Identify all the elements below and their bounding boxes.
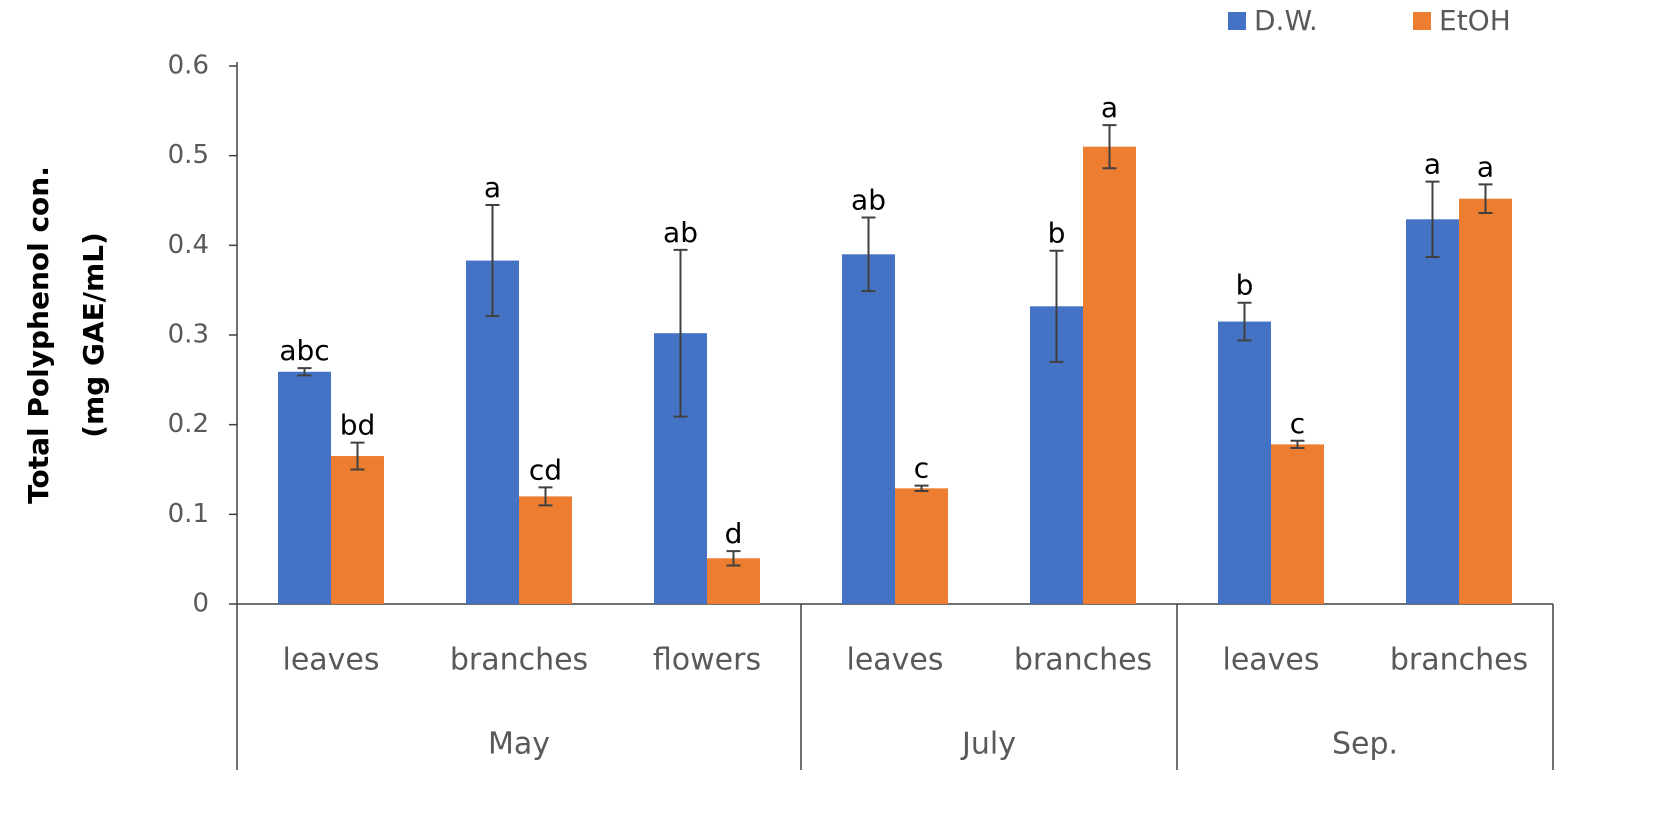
- bar: [1459, 198, 1512, 604]
- y-tick-label: 0.4: [168, 230, 209, 260]
- significance-letter: c: [914, 452, 929, 485]
- x-tick-label: branches: [1014, 643, 1152, 678]
- error-bar: [1478, 183, 1493, 215]
- significance-letter: b: [1048, 217, 1066, 250]
- error-bar: [1237, 301, 1252, 342]
- x-tick-label: leaves: [282, 643, 379, 678]
- x-tick-label: branches: [450, 643, 588, 678]
- significance-letter: c: [1290, 407, 1305, 440]
- bar: [1406, 219, 1459, 604]
- bar: [1271, 444, 1324, 604]
- legend-swatch: [1228, 12, 1246, 30]
- significance-letter: b: [1236, 269, 1254, 302]
- significance-letter: d: [725, 517, 743, 550]
- legend-label: EtOH: [1439, 4, 1511, 37]
- error-bar: [297, 367, 312, 377]
- bar: [1083, 146, 1136, 604]
- x-tick-label: leaves: [1222, 643, 1319, 678]
- error-bar: [1102, 124, 1117, 170]
- significance-letter: cd: [529, 453, 562, 486]
- y-axis-title: (mg GAE/mL): [77, 232, 110, 438]
- group-label: May: [488, 727, 550, 762]
- y-tick-label: 0.6: [168, 51, 209, 81]
- significance-letter: ab: [851, 184, 886, 217]
- legend-label: D.W.: [1254, 4, 1318, 37]
- error-bar: [538, 486, 553, 507]
- legend-swatch: [1413, 12, 1431, 30]
- group-label: Sep.: [1332, 727, 1398, 762]
- error-bar: [861, 216, 876, 293]
- error-bar: [914, 484, 929, 493]
- y-tick-label: 0.1: [168, 499, 209, 529]
- significance-letter: ab: [663, 216, 698, 249]
- error-bar: [485, 203, 500, 318]
- error-bar: [673, 248, 688, 418]
- bar: [331, 456, 384, 604]
- y-tick-label: 0: [192, 589, 209, 619]
- error-bar: [726, 550, 741, 567]
- bar: [519, 496, 572, 604]
- significance-letter: bd: [340, 409, 376, 442]
- bar: [842, 254, 895, 605]
- significance-letter: abc: [279, 334, 329, 367]
- error-bar: [1425, 180, 1440, 258]
- y-tick-label: 0.5: [168, 140, 209, 170]
- x-tick-label: flowers: [653, 643, 761, 678]
- y-tick-label: 0.2: [168, 409, 209, 439]
- significance-letter: a: [484, 171, 501, 204]
- bar: [1218, 321, 1271, 604]
- error-bar: [350, 441, 365, 471]
- significance-letter: a: [1424, 148, 1441, 181]
- significance-letter: a: [1101, 91, 1118, 124]
- error-bar: [1290, 439, 1305, 449]
- y-axis-title: Total Polyphenol con.: [22, 166, 55, 504]
- error-bar: [1049, 249, 1064, 363]
- y-tick-label: 0.3: [168, 320, 209, 350]
- x-tick-label: leaves: [846, 643, 943, 678]
- bar: [278, 371, 331, 604]
- significance-letter: a: [1477, 150, 1494, 183]
- bar: [895, 488, 948, 604]
- group-label: July: [960, 727, 1016, 762]
- x-tick-label: branches: [1390, 643, 1528, 678]
- bar: [466, 260, 519, 604]
